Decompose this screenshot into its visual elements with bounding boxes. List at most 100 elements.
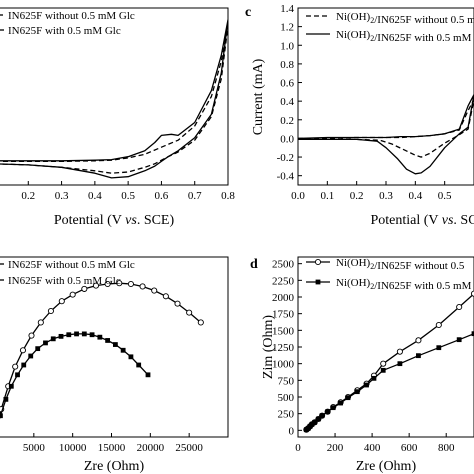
data-point-series-2 xyxy=(15,372,20,378)
panel-letter: c xyxy=(245,5,251,20)
y-tick-label: 750 xyxy=(278,375,295,387)
legend: IN625F without 0.5 mM Glc IN625F with 0.5… xyxy=(0,259,135,287)
series-layer xyxy=(303,290,474,433)
x-tick-label: 0.0 xyxy=(291,190,305,202)
x-tick-label: 0.1 xyxy=(320,190,334,202)
data-point-series-1 xyxy=(58,298,65,305)
legend-label-2: IN625F with 0.5 mM Glc xyxy=(8,275,121,287)
y-tick-label: 0.6 xyxy=(280,78,294,90)
data-point-series-2 xyxy=(319,413,325,419)
x-tick-label: 0.4 xyxy=(408,190,422,202)
x-tick-label: 0.5 xyxy=(121,190,135,202)
legend-label-1: Ni(OH)2/IN625F without 0.5 xyxy=(336,257,465,272)
panel-d-nyquist-plot: 0 200 400 600 800 0 250 500 750 1000 1250 1500 1750 2… xyxy=(250,256,474,474)
x-tick-label: 0.6 xyxy=(155,190,169,202)
legend-label-2: IN625F with 0.5 mM Glc xyxy=(8,25,121,37)
x-tick-label: 10000 xyxy=(59,442,87,454)
data-point-series-1 xyxy=(104,280,111,288)
data-point-series-1 xyxy=(174,300,181,307)
data-point-series-2 xyxy=(416,353,421,359)
legend-label-1: IN625F without 0.5 mM Glc xyxy=(8,10,135,22)
legend-label-2: Ni(OH)2/IN625F with 0.5 mM xyxy=(336,29,472,44)
data-point-series-2 xyxy=(315,416,321,422)
series-line-2 xyxy=(0,333,149,420)
y-tick-label: 2500 xyxy=(272,259,295,271)
data-point-series-2 xyxy=(58,333,64,339)
data-point-series-2 xyxy=(330,405,336,411)
y-tick-label: 0 xyxy=(289,425,295,437)
data-point-series-2 xyxy=(364,382,369,388)
data-point-series-2 xyxy=(97,334,103,340)
data-point-series-1 xyxy=(396,348,403,355)
x-axis-title: Zre (Ohm) xyxy=(84,459,145,474)
data-point-series-2 xyxy=(28,353,34,359)
data-point-series-2 xyxy=(8,383,14,389)
legend: Ni(OH)2/IN625F without 0.5 Ni(OH)2/IN625F… xyxy=(306,257,472,292)
y-tick-label: 1.4 xyxy=(280,3,294,15)
data-point-series-1 xyxy=(415,337,422,344)
x-tick-label: 0.2 xyxy=(21,190,35,202)
data-point-series-1 xyxy=(28,332,35,339)
y-tick-label: 1500 xyxy=(272,325,295,337)
data-point-series-2 xyxy=(136,362,142,368)
data-point-series-2 xyxy=(43,340,48,346)
legend: Ni(OH)2/IN625F without 0.5 mM Glc Ni(OH)2… xyxy=(306,11,474,44)
series-line-1 xyxy=(0,25,228,174)
data-point-series-2 xyxy=(128,354,134,360)
y-tick-label: 1.0 xyxy=(280,40,294,52)
data-point-series-2 xyxy=(105,338,111,343)
y-tick-label: 0.2 xyxy=(280,115,294,127)
x-tick-label: 0.5 xyxy=(438,190,452,202)
data-point-series-2 xyxy=(471,331,474,337)
panel-c-cyclic-voltammogram: 0.0 0.1 0.2 0.3 0.4 0.5 -0.4 -0.2 0.0 0.2 0.4 0.6 0.… xyxy=(245,3,474,228)
data-point-series-2 xyxy=(371,375,377,381)
y-tick-label: 500 xyxy=(278,392,295,404)
data-point-series-2 xyxy=(74,331,79,337)
series-line-1 xyxy=(0,282,202,417)
data-point-series-1 xyxy=(92,282,100,289)
data-point-series-2 xyxy=(397,361,403,367)
y-tick-label: 1750 xyxy=(272,309,295,321)
panel-letter: d xyxy=(250,257,258,272)
data-point-series-1 xyxy=(186,309,193,316)
legend-label-1: IN625F without 0.5 mM Glc xyxy=(8,259,135,271)
x-tick-label: 600 xyxy=(401,442,418,454)
data-point-series-1 xyxy=(456,303,463,311)
x-tick-label: 0.3 xyxy=(55,190,69,202)
y-tick-label: 0.4 xyxy=(280,96,294,108)
data-point-series-2 xyxy=(312,419,318,425)
y-tick-label: 2000 xyxy=(272,292,295,304)
series-layer xyxy=(0,19,228,179)
data-point-series-1 xyxy=(47,307,54,315)
data-point-series-1 xyxy=(69,291,76,298)
panel-b-nyquist-plot: 5000 10000 15000 20000 25000 Zre (Ohm) IN625F … xyxy=(0,256,229,474)
data-point-series-2 xyxy=(89,332,95,338)
data-point-series-1 xyxy=(380,360,387,367)
data-point-series-2 xyxy=(35,346,41,352)
data-point-series-2 xyxy=(380,367,386,373)
y-tick-label: -0.4 xyxy=(277,171,295,183)
x-tick-label: 800 xyxy=(438,442,455,454)
data-point-series-2 xyxy=(456,337,462,343)
data-point-series-1 xyxy=(19,347,27,354)
x-axis-title: Zre (Ohm) xyxy=(356,459,417,474)
legend-label-2: Ni(OH)2/IN625F with 0.5 mM xyxy=(336,277,472,292)
data-point-series-2 xyxy=(21,362,27,368)
data-point-series-2 xyxy=(66,332,72,338)
data-point-series-2 xyxy=(345,395,351,401)
data-point-series-1 xyxy=(162,293,169,300)
data-point-series-1 xyxy=(197,319,204,326)
legend: IN625F without 0.5 mM Glc IN625F with 0.5… xyxy=(0,10,135,37)
x-tick-label: 400 xyxy=(364,442,381,454)
x-tick-label: 0.3 xyxy=(379,190,393,202)
y-tick-label: 1250 xyxy=(272,342,295,354)
data-point-series-1 xyxy=(81,285,88,292)
x-tick-label: 200 xyxy=(327,442,344,454)
y-tick-label: 250 xyxy=(278,409,295,421)
series-line-2 xyxy=(0,19,228,179)
data-point-series-2 xyxy=(354,389,360,395)
x-axis-title: Potential (V vs. SCE) xyxy=(54,213,175,228)
data-point-series-2 xyxy=(0,413,3,419)
x-tick-label: 5000 xyxy=(23,442,46,454)
